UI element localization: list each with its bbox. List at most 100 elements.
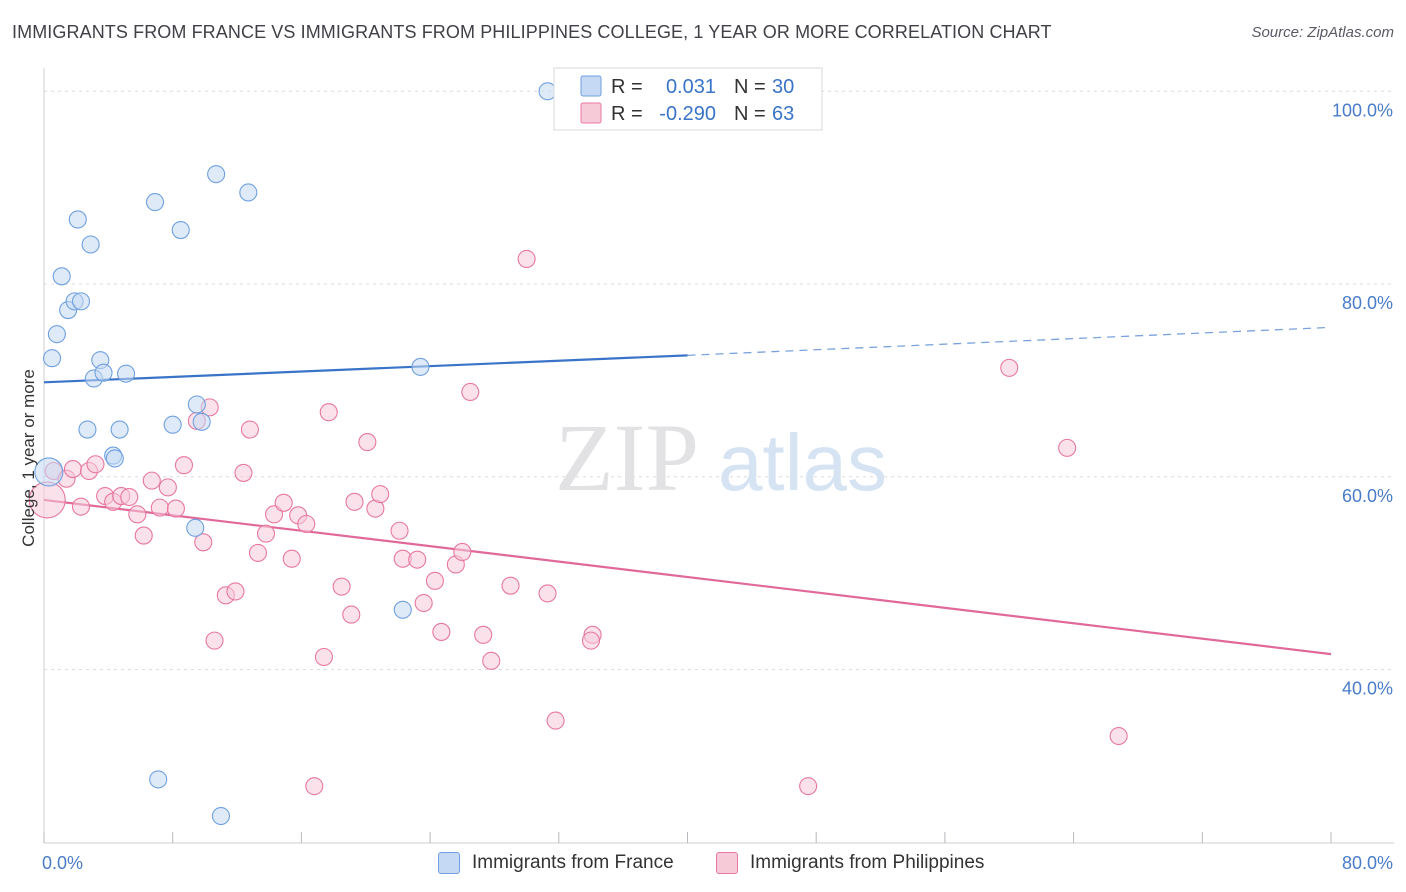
y-tick-labels: 100.0% 80.0% 60.0% 40.0%	[1332, 100, 1393, 698]
point-philippines	[128, 505, 147, 524]
point-france	[207, 165, 226, 184]
legend-label-france: Immigrants from France	[472, 852, 674, 873]
point-philippines	[517, 249, 536, 269]
point-france	[105, 449, 124, 468]
stats-n-label-france: N =	[734, 76, 766, 98]
point-france	[47, 325, 66, 344]
stats-n-philippines: 63	[772, 103, 794, 125]
point-philippines	[63, 460, 83, 479]
stats-r-label-france: R =	[611, 76, 643, 98]
point-philippines	[240, 420, 259, 439]
point-philippines	[799, 777, 818, 796]
stats-swatch-france	[580, 75, 602, 97]
point-philippines	[71, 497, 91, 516]
point-france	[149, 770, 168, 789]
point-philippines	[226, 582, 245, 601]
point-france	[81, 235, 100, 254]
stats-r-france: 0.031	[666, 76, 716, 98]
point-philippines	[371, 485, 390, 504]
point-france	[145, 193, 165, 212]
stats-n-label-philippines: N =	[734, 103, 766, 125]
point-france	[163, 415, 182, 434]
point-philippines	[174, 456, 194, 475]
point-france	[34, 457, 64, 487]
point-france	[68, 210, 87, 229]
point-philippines	[358, 433, 377, 452]
y-tick-label: 80.0%	[1342, 293, 1393, 313]
point-philippines	[461, 382, 480, 402]
point-france	[239, 183, 258, 202]
point-philippines	[425, 571, 444, 590]
legend-item-philippines: Immigrants from Philippines	[716, 852, 984, 874]
y-axis-label: College, 1 year or more	[19, 369, 38, 547]
y-tick-label: 40.0%	[1342, 679, 1393, 699]
point-philippines	[1058, 438, 1077, 457]
point-philippines	[248, 543, 268, 562]
source-credit: Source: ZipAtlas.com	[1251, 24, 1394, 41]
legend-item-france: Immigrants from France	[438, 852, 674, 874]
point-philippines	[305, 777, 324, 796]
watermark-atlas: atlas	[718, 418, 887, 507]
point-france	[411, 357, 430, 376]
point-philippines	[142, 471, 161, 490]
point-philippines	[256, 524, 276, 543]
point-philippines	[538, 584, 557, 603]
point-philippines	[120, 487, 139, 507]
y-tick-label: 60.0%	[1342, 486, 1393, 506]
x-tick-label: 80.0%	[1342, 853, 1393, 873]
stats-swatch-philippines	[580, 102, 602, 124]
point-france	[211, 806, 231, 826]
point-philippines	[274, 493, 293, 512]
point-philippines	[432, 622, 451, 641]
axes	[43, 68, 1394, 844]
point-philippines	[546, 711, 565, 730]
point-france	[110, 420, 129, 439]
point-philippines	[1109, 726, 1128, 746]
point-philippines	[194, 533, 213, 552]
point-philippines	[482, 651, 501, 670]
point-philippines	[453, 542, 472, 561]
point-philippines	[234, 463, 253, 482]
point-philippines	[1000, 358, 1019, 377]
point-philippines	[134, 526, 153, 545]
point-france	[393, 600, 412, 619]
point-france	[186, 518, 205, 537]
watermark-zip: ZIP	[555, 404, 699, 511]
watermark: ZIP atlas	[555, 404, 887, 511]
point-france	[538, 82, 557, 101]
point-france	[94, 363, 113, 382]
legend-swatch-philippines	[716, 852, 738, 874]
point-philippines	[282, 549, 301, 568]
point-france	[78, 420, 97, 439]
point-philippines	[158, 478, 177, 497]
point-philippines	[166, 499, 185, 518]
point-france	[42, 349, 62, 368]
point-philippines	[414, 593, 433, 613]
point-philippines	[408, 550, 427, 569]
point-france	[71, 292, 91, 311]
trend-line-france	[43, 354, 688, 384]
point-philippines	[390, 521, 409, 540]
point-france	[52, 267, 71, 286]
point-france	[171, 221, 190, 240]
y-tick-label: 100.0%	[1332, 100, 1393, 120]
data-points	[28, 82, 1128, 826]
trend-line-philippines	[43, 498, 1332, 656]
point-philippines	[205, 631, 224, 650]
point-france	[192, 412, 211, 431]
legend-label-philippines: Immigrants from Philippines	[750, 852, 985, 873]
point-philippines	[332, 577, 351, 596]
point-philippines	[314, 647, 333, 667]
point-philippines	[474, 625, 493, 644]
point-philippines	[345, 492, 364, 511]
stats-r-label-philippines: R =	[611, 103, 643, 125]
stats-r-philippines: -0.290	[659, 103, 716, 125]
point-philippines	[342, 605, 361, 624]
legend-swatch-france	[438, 852, 460, 874]
series-legend: Immigrants from France Immigrants from P…	[0, 850, 1406, 880]
gridlines	[44, 90, 1394, 671]
stats-n-france: 30	[772, 76, 794, 98]
chart-title: IMMIGRANTS FROM FRANCE VS IMMIGRANTS FRO…	[12, 22, 1052, 42]
point-france	[187, 395, 206, 414]
